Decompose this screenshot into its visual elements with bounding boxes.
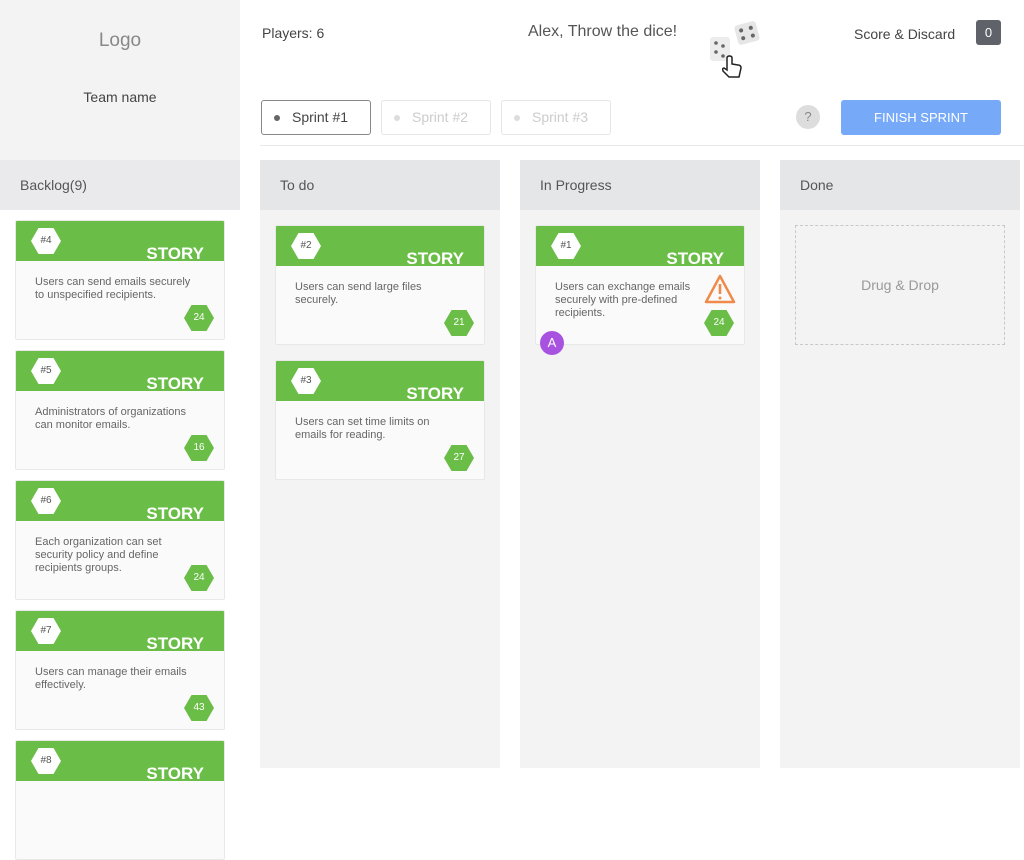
card-header: #3 STORY (276, 361, 484, 403)
story-points-badge: 24 (704, 310, 734, 336)
story-points-badge: 21 (444, 310, 474, 336)
tab-label: Sprint #2 (412, 109, 469, 125)
card-header: #4 STORY (16, 221, 224, 263)
card-header: #7 STORY (16, 611, 224, 653)
card-type: STORY (146, 764, 204, 783)
card-id-badge: #1 (551, 233, 581, 259)
card-type: STORY (146, 504, 204, 523)
card-type: STORY (406, 384, 464, 403)
tab-sprint-3[interactable]: Sprint #3 (501, 100, 611, 135)
card-header: #2 STORY (276, 226, 484, 268)
tab-label: Sprint #1 (292, 109, 349, 125)
players-count: Players: 6 (262, 25, 325, 41)
card-id-badge: #7 (31, 618, 61, 644)
finish-sprint-button[interactable]: FINISH SPRINT (841, 100, 1001, 135)
dot-icon (394, 115, 400, 121)
drop-zone[interactable]: Drug & Drop (795, 225, 1005, 345)
card-type: STORY (146, 374, 204, 393)
card-description: Users can manage their emails effectivel… (35, 666, 187, 691)
story-card[interactable]: #4 STORY Users can send emails securely … (15, 220, 225, 340)
dice-icon[interactable] (705, 20, 765, 80)
done-column: Done (780, 160, 1020, 768)
card-id-badge: #2 (291, 233, 321, 259)
card-type: STORY (406, 249, 464, 268)
card-id-badge: #4 (31, 228, 61, 254)
card-type: STORY (146, 634, 204, 653)
card-description: Users can send emails securely to unspec… (35, 276, 191, 301)
story-points-badge: 43 (184, 695, 214, 721)
story-card[interactable]: #6 STORY Each organization can set secur… (15, 480, 225, 600)
card-description: Each organization can set security polic… (35, 536, 162, 574)
story-card[interactable]: #5 STORY Administrators of organizations… (15, 350, 225, 470)
team-name: Team name (83, 89, 157, 105)
card-header: #1 STORY (536, 226, 744, 268)
turn-prompt: Alex, Throw the dice! (528, 23, 678, 40)
card-description: Users can set time limits on emails for … (295, 416, 430, 441)
logo: Logo (98, 30, 142, 51)
card-type: STORY (146, 244, 204, 263)
tab-sprint-1[interactable]: Sprint #1 (261, 100, 371, 135)
card-header: #5 STORY (16, 351, 224, 393)
card-id-badge: #3 (291, 368, 321, 394)
story-points-badge: 24 (184, 305, 214, 331)
divider (260, 145, 1024, 146)
card-id-badge: #8 (31, 748, 61, 774)
score-badge[interactable]: 0 (976, 20, 1001, 45)
story-card[interactable]: #2 STORY Users can send large files secu… (275, 225, 485, 345)
story-points-badge: 27 (444, 445, 474, 471)
column-title: To do (260, 160, 500, 210)
card-type: STORY (666, 249, 724, 268)
card-description: Users can exchange emails securely with … (555, 281, 691, 319)
avatar[interactable]: A (540, 331, 564, 355)
story-card[interactable]: #3 STORY Users can set time limits on em… (275, 360, 485, 480)
help-button[interactable]: ? (796, 105, 820, 129)
column-title: Backlog(9) (0, 160, 240, 210)
column-title: Done (780, 160, 1020, 210)
warning-icon (704, 274, 736, 304)
card-id-badge: #5 (31, 358, 61, 384)
story-card[interactable]: #1 STORY Users can exchange emails secur… (535, 225, 745, 345)
dot-icon (274, 115, 280, 121)
score-label: Score & Discard (854, 26, 956, 42)
card-description: Users can send large files securely. (295, 281, 422, 306)
card-description: Administrators of organizations can moni… (35, 406, 187, 431)
tab-label: Sprint #3 (532, 109, 589, 125)
dot-icon (514, 115, 520, 121)
story-points-badge: 16 (184, 435, 214, 461)
sidebar-header (0, 0, 240, 160)
story-card[interactable]: #8 STORY (15, 740, 225, 860)
column-title: In Progress (520, 160, 760, 210)
card-header: #8 STORY (16, 741, 224, 783)
story-card[interactable]: #7 STORY Users can manage their emails e… (15, 610, 225, 730)
card-id-badge: #6 (31, 488, 61, 514)
tab-sprint-2[interactable]: Sprint #2 (381, 100, 491, 135)
card-header: #6 STORY (16, 481, 224, 523)
